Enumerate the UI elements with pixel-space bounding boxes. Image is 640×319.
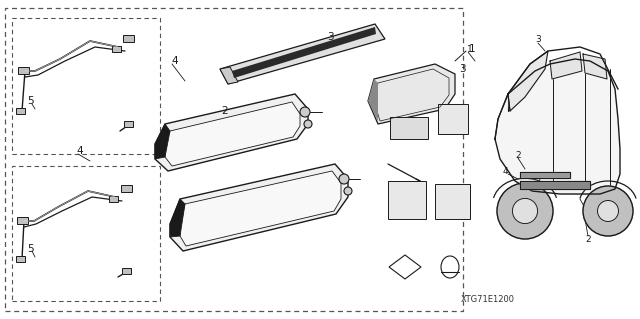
Polygon shape: [170, 199, 185, 237]
Ellipse shape: [339, 174, 349, 184]
Circle shape: [513, 198, 538, 224]
Text: 4: 4: [527, 187, 533, 196]
Polygon shape: [495, 59, 620, 194]
Circle shape: [497, 183, 553, 239]
Polygon shape: [155, 94, 308, 171]
Text: 2: 2: [585, 234, 591, 243]
FancyBboxPatch shape: [112, 46, 121, 52]
Text: 3: 3: [587, 210, 593, 219]
Text: 2: 2: [221, 106, 228, 116]
Polygon shape: [520, 172, 570, 178]
Bar: [12, 18, 160, 154]
Text: 2: 2: [326, 196, 333, 206]
Polygon shape: [368, 64, 455, 124]
FancyBboxPatch shape: [17, 217, 28, 224]
Ellipse shape: [300, 107, 310, 117]
Polygon shape: [170, 164, 348, 251]
Bar: [5, 8, 463, 311]
FancyBboxPatch shape: [123, 35, 134, 42]
Text: 3: 3: [459, 64, 465, 74]
Polygon shape: [583, 54, 607, 79]
Polygon shape: [165, 102, 300, 166]
FancyBboxPatch shape: [124, 121, 133, 127]
Polygon shape: [368, 79, 378, 121]
Text: 3: 3: [326, 32, 333, 42]
FancyBboxPatch shape: [109, 196, 118, 202]
Polygon shape: [155, 124, 170, 159]
Text: 5: 5: [27, 244, 33, 254]
Text: 4: 4: [502, 167, 508, 175]
Text: XTG71E1200: XTG71E1200: [461, 294, 515, 303]
Text: 1: 1: [467, 44, 473, 54]
Polygon shape: [220, 24, 385, 84]
Text: 4: 4: [172, 56, 179, 66]
Bar: [390, 117, 428, 139]
Bar: [438, 104, 468, 134]
Polygon shape: [508, 51, 548, 111]
FancyBboxPatch shape: [16, 108, 25, 114]
FancyBboxPatch shape: [122, 268, 131, 274]
Text: 2: 2: [515, 151, 521, 160]
Text: 1: 1: [468, 44, 476, 54]
Bar: [388, 181, 426, 219]
Text: 3: 3: [535, 34, 541, 43]
Bar: [12, 166, 160, 301]
Ellipse shape: [344, 187, 352, 195]
Bar: [435, 184, 470, 219]
Polygon shape: [220, 67, 238, 84]
FancyBboxPatch shape: [16, 256, 25, 262]
Polygon shape: [180, 171, 341, 246]
FancyBboxPatch shape: [18, 67, 29, 74]
Polygon shape: [232, 27, 376, 78]
FancyBboxPatch shape: [121, 185, 131, 192]
Circle shape: [583, 186, 633, 236]
Ellipse shape: [304, 120, 312, 128]
Polygon shape: [520, 181, 590, 189]
Circle shape: [598, 201, 618, 221]
Text: 4: 4: [77, 146, 83, 156]
Text: 5: 5: [27, 96, 33, 106]
Polygon shape: [550, 52, 582, 79]
